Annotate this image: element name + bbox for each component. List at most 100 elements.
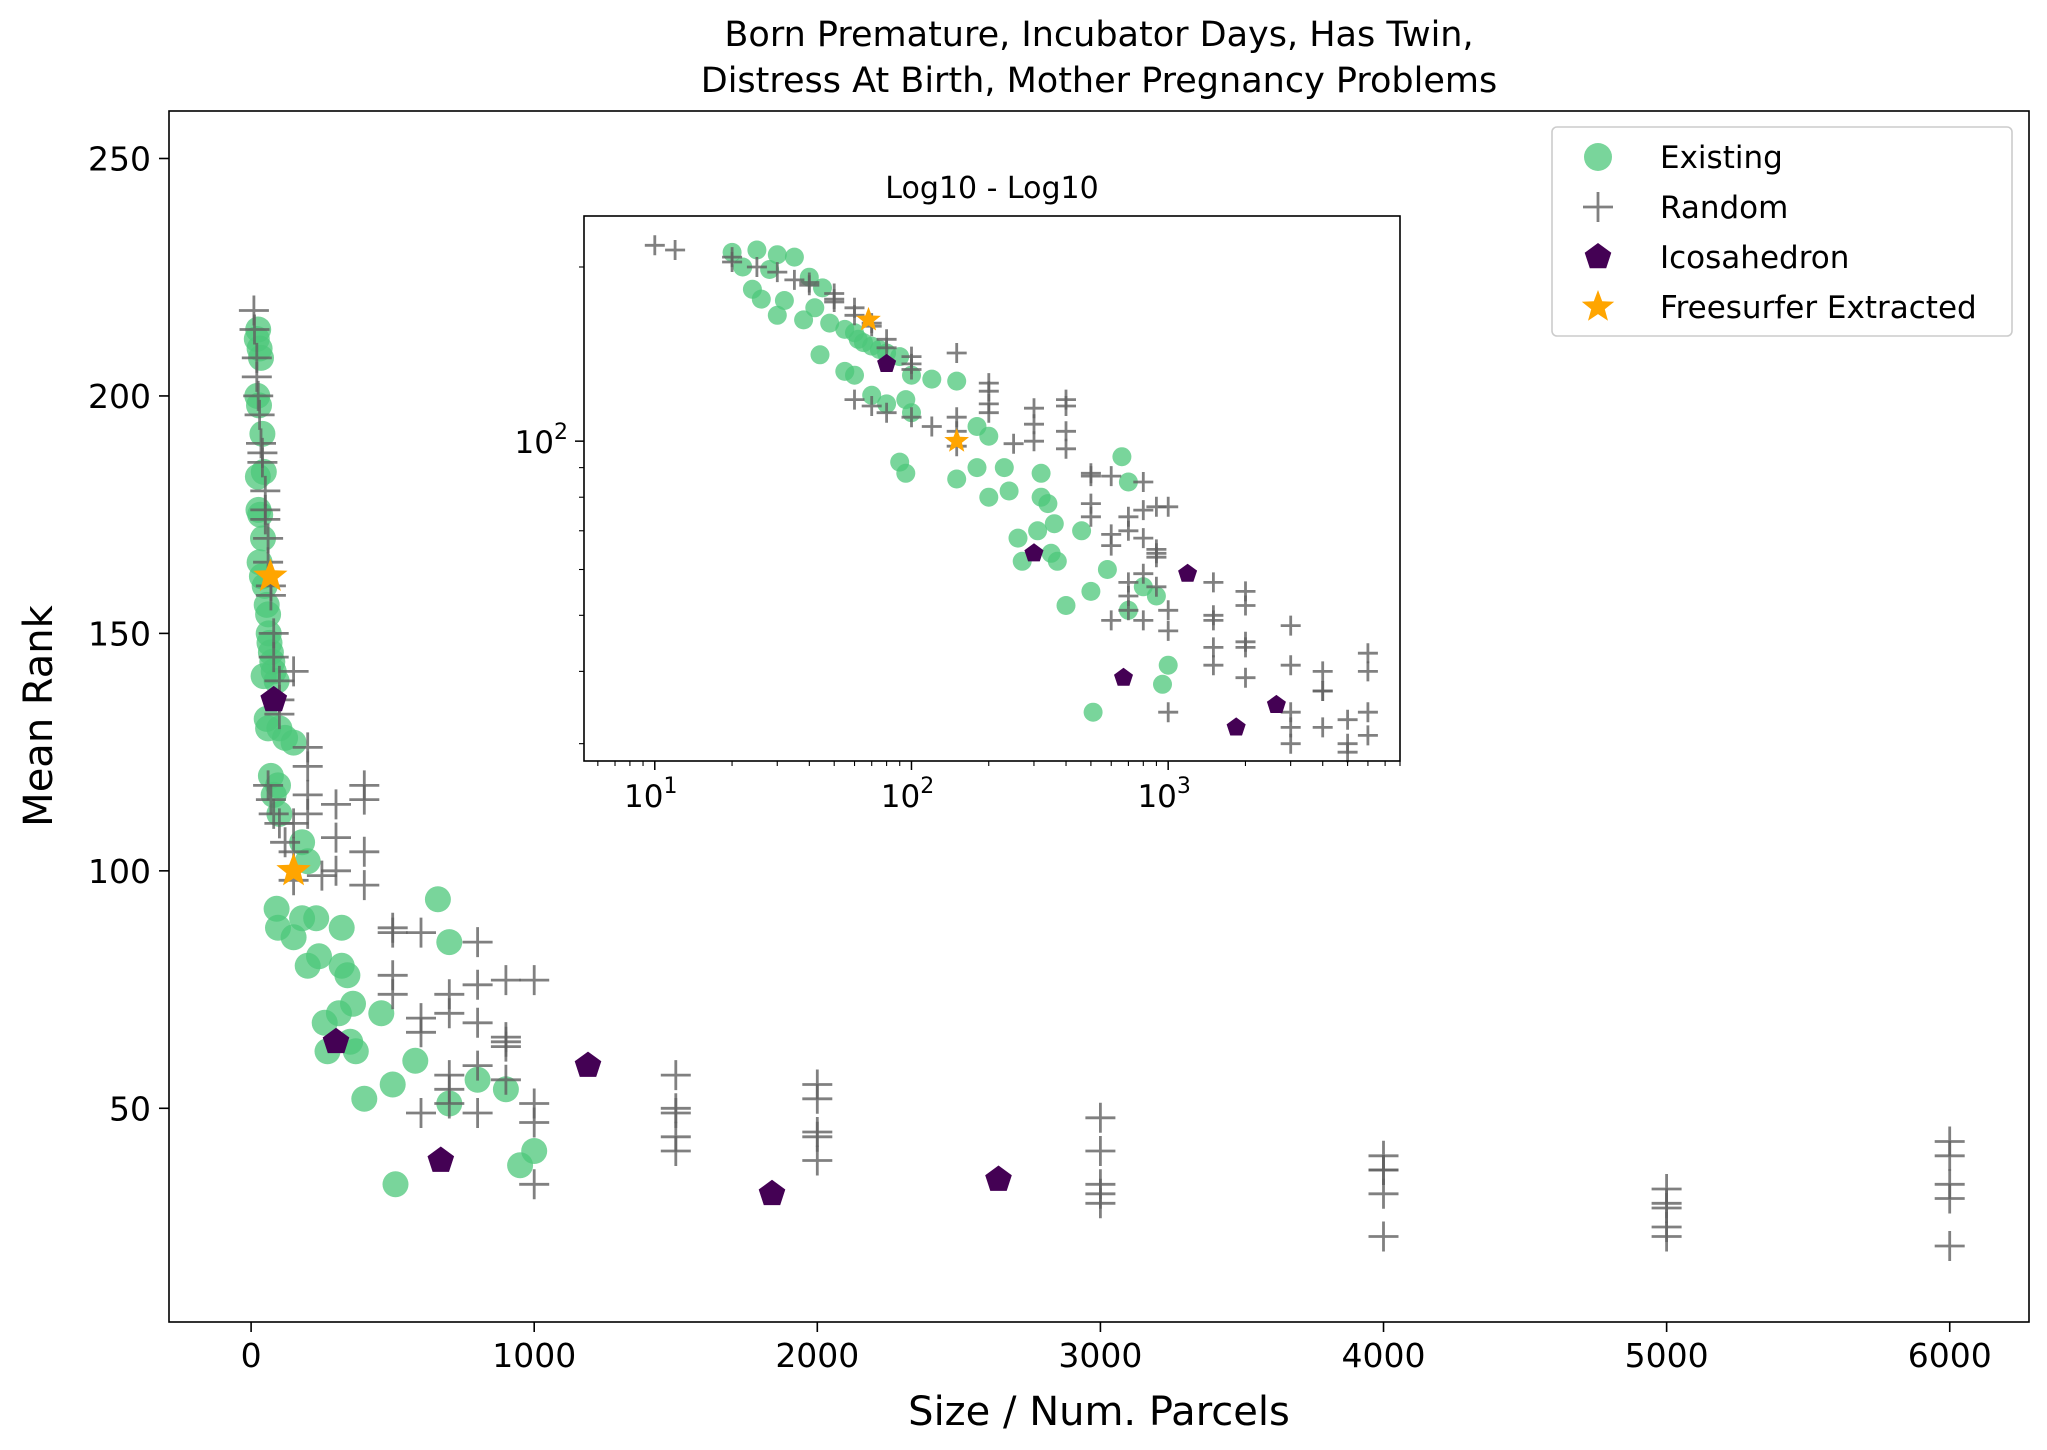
data-point: [434, 998, 465, 1029]
x-axis-label: Size / Num. Parcels: [908, 1389, 1290, 1435]
data-point: [490, 1064, 521, 1095]
data-point: [521, 1138, 548, 1164]
legend-marker: [1584, 143, 1612, 171]
inset-data-point: [946, 343, 967, 363]
data-point: [351, 1085, 378, 1112]
chart-title-line2: Distress At Birth, Mother Pregnancy Prob…: [701, 61, 1498, 101]
main-axes-ticks: 0 1000 2000 3000 4000 5000 6000 50 100 150 200 250: [88, 139, 1992, 1375]
inset-data-point: [1080, 506, 1101, 527]
inset-title: Log10 - Log10: [885, 171, 1098, 206]
data-point: [260, 685, 288, 712]
data-point: [519, 965, 550, 996]
data-point: [377, 917, 408, 948]
data-point: [1934, 1183, 1965, 1214]
inset-data-point: [774, 291, 794, 310]
inset-data-point: [1280, 655, 1301, 676]
data-point: [1368, 1221, 1399, 1252]
legend-label: Icosahedron: [1660, 240, 1849, 276]
inset-x-tick-label: 102: [881, 774, 934, 815]
inset-data-point: [1312, 681, 1333, 701]
inset-data-point: [1133, 563, 1154, 584]
inset-data-point: [1101, 535, 1122, 556]
inset-data-point: [877, 353, 897, 372]
inset-data-point: [1072, 521, 1092, 541]
inset-data-point: [1056, 396, 1076, 416]
inset-data-point: [1280, 733, 1301, 754]
inset-data-point: [967, 458, 987, 478]
data-point: [334, 962, 361, 989]
y-tick-label: 150: [88, 614, 151, 653]
inset-data-point: [1056, 596, 1076, 615]
inset-data-point: [665, 240, 686, 260]
inset-data-point: [876, 402, 897, 423]
inset-x-tick-label: 103: [1137, 774, 1190, 815]
inset-data-point: [1178, 563, 1198, 582]
y-tick-label: 50: [109, 1089, 151, 1128]
x-tick-label: 3000: [1058, 1336, 1142, 1375]
data-point: [322, 1027, 350, 1054]
inset-data-point: [644, 235, 665, 256]
inset-data-point: [820, 313, 840, 333]
data-point: [250, 504, 281, 535]
inset-data-point: [1081, 581, 1101, 601]
inset-data-point: [1133, 472, 1154, 492]
data-point: [427, 1146, 455, 1172]
data-point: [255, 580, 286, 611]
inset-data-point: [1097, 560, 1117, 579]
series-random: [238, 295, 1965, 1261]
inset-data-point: [994, 458, 1014, 478]
inset-data-point: [1266, 694, 1286, 713]
inset-series-icosahedron: [877, 353, 1286, 736]
inset-data-point: [844, 305, 865, 326]
y-tick-label: 100: [88, 852, 151, 891]
data-point: [263, 895, 290, 922]
data-point: [241, 361, 272, 392]
inset-data-point: [1357, 661, 1378, 682]
legend-label: Existing: [1660, 140, 1783, 176]
data-point: [349, 784, 380, 815]
inset-data-point: [1337, 742, 1358, 763]
inset-data-point: [1112, 447, 1132, 467]
data-point: [306, 860, 337, 891]
data-point: [321, 789, 351, 820]
legend-marker: [1584, 243, 1612, 269]
data-point: [802, 1083, 833, 1114]
inset-data-point: [862, 385, 882, 405]
inset-data-point: [1118, 600, 1139, 621]
inset-data-point: [947, 371, 967, 391]
series-freesurfer-extracted: [253, 558, 311, 886]
inset-data-point: [1133, 610, 1154, 631]
y-tick-label: 250: [88, 139, 151, 178]
inset-data-point: [799, 275, 820, 296]
inset-data-point: [1203, 610, 1224, 631]
inset-data-point: [746, 257, 767, 277]
inset-data-point: [1235, 637, 1256, 658]
inset-data-point: [1153, 674, 1172, 694]
x-tick-label: 0: [241, 1336, 262, 1375]
inset-data-point: [1203, 637, 1224, 658]
data-point: [292, 798, 323, 829]
data-point: [1934, 1140, 1965, 1171]
inset-data-point: [999, 481, 1019, 501]
inset-data-point: [1101, 466, 1122, 487]
data-point: [244, 399, 275, 430]
inset-data-point: [1158, 600, 1179, 621]
inset-data-point: [1146, 547, 1167, 568]
legend-entry-icosahedron: Icosahedron: [1584, 240, 1849, 276]
data-point: [253, 558, 288, 591]
series-existing: [243, 316, 548, 1198]
inset-frame: [583, 215, 1401, 762]
data-point: [434, 1088, 465, 1119]
data-point: [985, 1165, 1012, 1191]
legend-entry-existing: Existing: [1584, 140, 1783, 176]
inset-data-point: [1118, 520, 1139, 541]
inset-data-point: [1226, 717, 1246, 736]
inset-data-point: [861, 396, 882, 416]
inset-y-tick-label: 102: [515, 420, 568, 461]
inset-data-point: [767, 245, 787, 265]
data-point: [321, 855, 351, 886]
y-tick-label: 200: [88, 377, 151, 416]
data-point: [253, 770, 284, 801]
inset-data-point: [1235, 667, 1256, 688]
